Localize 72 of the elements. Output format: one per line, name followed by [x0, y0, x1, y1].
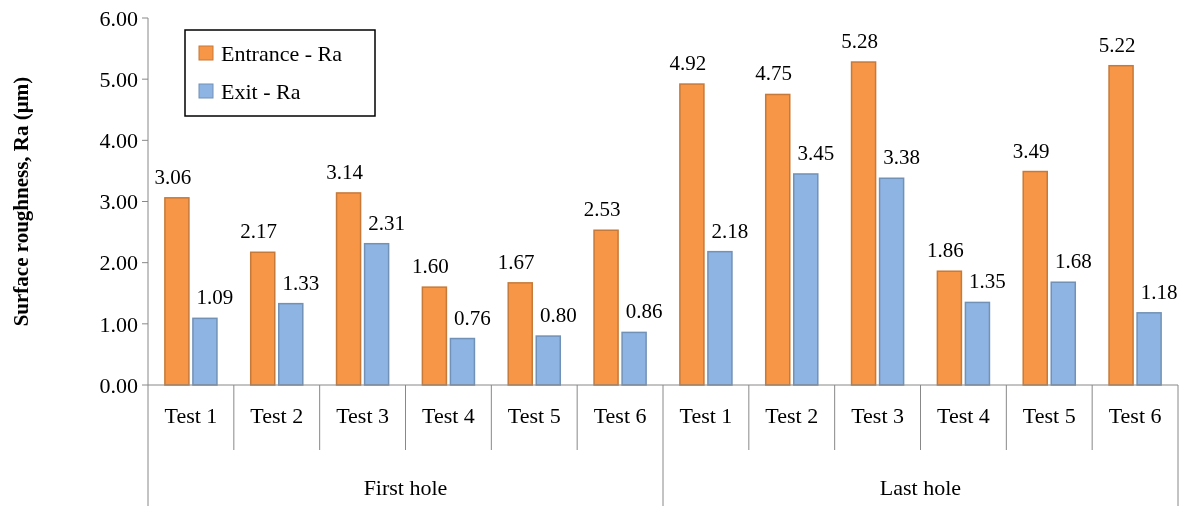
y-axis-title: Surface roughness, Ra (µm): [9, 76, 33, 327]
y-tick-label: 4.00: [99, 128, 138, 154]
data-label: 3.06: [154, 164, 192, 189]
x-tick-label: Test 6: [1108, 403, 1162, 428]
y-tick-label: 2.00: [99, 250, 138, 276]
bar: [621, 331, 647, 386]
data-label: 1.67: [497, 249, 535, 274]
bar: [363, 242, 390, 386]
x-tick-label: Test 5: [1022, 403, 1076, 428]
bar: [421, 286, 448, 386]
y-tick-label: 1.00: [99, 311, 138, 337]
data-label: 1.68: [1054, 249, 1092, 274]
bar: [878, 177, 905, 386]
data-label: 1.86: [927, 238, 964, 263]
data-label: 3.49: [1012, 138, 1050, 163]
bar: [793, 173, 819, 386]
bar: [679, 83, 705, 386]
x-tick-label: Test 5: [507, 403, 561, 428]
x-tick-label: Test 2: [765, 403, 819, 428]
y-tick-label: 0.00: [99, 372, 138, 398]
text: Last hole: [879, 475, 962, 500]
legend-label: Exit - Ra: [221, 78, 301, 104]
bar: [593, 229, 619, 386]
x-tick-label: Test 4: [936, 403, 990, 428]
bar: [964, 301, 991, 386]
bar: [449, 337, 476, 386]
data-label: 1.33: [282, 270, 320, 295]
bar: [535, 335, 562, 386]
x-tick-label: Test 4: [421, 403, 475, 428]
y-tick-label: 6.00: [99, 5, 138, 31]
x-tick-label: Test 6: [593, 403, 647, 428]
data-label: 2.53: [583, 197, 621, 222]
data-label: 5.28: [841, 29, 878, 54]
bar: [335, 192, 362, 386]
bar: [707, 250, 733, 386]
bar: [936, 270, 963, 386]
bar: [1108, 64, 1134, 386]
x-tick-label: Test 1: [164, 403, 218, 428]
bar: [850, 61, 877, 386]
data-label: 2.17: [240, 219, 278, 244]
data-label: 1.18: [1140, 279, 1178, 304]
data-label: 0.86: [625, 299, 663, 324]
bar: [1050, 281, 1077, 386]
bar: [764, 93, 791, 386]
data-label: 3.38: [883, 145, 920, 170]
data-label: 2.18: [711, 218, 749, 243]
bar: [507, 282, 533, 386]
text: First hole: [363, 475, 448, 500]
data-label: 3.45: [797, 140, 835, 165]
bar: [249, 251, 276, 386]
x-tick-label: Test 3: [336, 403, 390, 428]
y-tick-label: 5.00: [99, 66, 138, 92]
bar: [192, 317, 218, 386]
bar: [278, 302, 304, 386]
legend-label: Entrance - Ra: [221, 40, 343, 66]
data-label: 1.09: [196, 285, 234, 310]
data-label: 0.80: [539, 303, 577, 328]
data-label: 5.22: [1098, 32, 1136, 57]
data-label: 4.75: [755, 61, 793, 86]
data-label: 3.14: [326, 159, 364, 184]
data-label: 1.35: [969, 269, 1006, 294]
bar: [164, 197, 190, 386]
data-label: 1.60: [412, 254, 449, 279]
y-tick-label: 3.00: [99, 189, 138, 215]
bar: [1022, 170, 1048, 386]
x-tick-label: Test 2: [250, 403, 304, 428]
x-tick-label: Test 3: [851, 403, 905, 428]
data-label: 4.92: [669, 51, 707, 76]
data-label: 2.31: [368, 210, 405, 235]
data-label: 0.76: [454, 305, 491, 330]
x-tick-label: Test 1: [679, 403, 733, 428]
bar: [1136, 312, 1162, 386]
